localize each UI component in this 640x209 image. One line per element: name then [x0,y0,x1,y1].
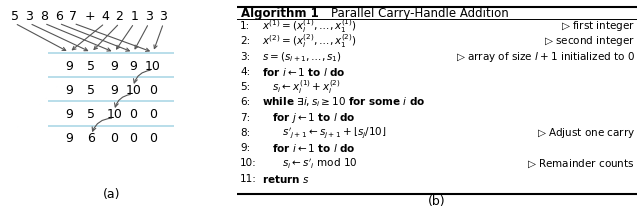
Text: 9: 9 [110,60,118,73]
Text: 8:: 8: [240,128,250,138]
Text: 9:: 9: [240,143,250,153]
Text: 1:: 1: [240,21,250,31]
Text: $\triangleright$ array of size $l + 1$ initialized to 0: $\triangleright$ array of size $l + 1$ i… [456,50,635,64]
Text: 2:: 2: [240,37,250,46]
Text: 9: 9 [65,108,73,121]
Text: $\triangleright$ Remainder counts: $\triangleright$ Remainder counts [527,157,635,170]
Text: 1: 1 [130,10,138,23]
Text: 4:: 4: [240,67,250,77]
Text: $s = (s_{l+1}, \ldots, s_1)$: $s = (s_{l+1}, \ldots, s_1)$ [262,50,342,64]
Text: $\mathbf{for}\ i \leftarrow 1\ \mathbf{to}\ l\ \mathbf{do}$: $\mathbf{for}\ i \leftarrow 1\ \mathbf{t… [262,66,345,78]
Text: 6:: 6: [240,97,250,107]
Text: 0: 0 [149,132,157,145]
Text: $x^{(1)} = (x_l^{(1)}, \ldots, x_1^{(1)})$: $x^{(1)} = (x_l^{(1)}, \ldots, x_1^{(1)}… [262,17,356,35]
Text: 5: 5 [11,10,19,23]
Text: 3:: 3: [240,52,250,62]
Text: 3: 3 [159,10,168,23]
Text: (a): (a) [102,188,120,201]
Text: 10:: 10: [240,158,257,168]
Text: 8: 8 [40,10,48,23]
Text: 3: 3 [26,10,33,23]
Text: 9: 9 [110,84,118,97]
Text: 4: 4 [101,10,109,23]
Text: 6: 6 [55,10,63,23]
Text: 5:: 5: [240,82,250,92]
Text: $\triangleright$ second integer: $\triangleright$ second integer [544,34,635,48]
Text: $\quad\quad s'_{j+1} \leftarrow s_{j+1} + \lfloor s_j/10 \rfloor$: $\quad\quad s'_{j+1} \leftarrow s_{j+1} … [262,126,387,140]
Text: Parallel Carry-Handle Addition: Parallel Carry-Handle Addition [331,7,509,20]
Text: $\quad s_i \leftarrow x_i^{(1)} + x_i^{(2)}$: $\quad s_i \leftarrow x_i^{(1)} + x_i^{(… [262,78,340,96]
Text: 7: 7 [69,10,77,23]
Text: 0: 0 [149,108,157,121]
Text: 5: 5 [87,84,95,97]
Text: +: + [85,10,95,23]
Text: 10: 10 [125,84,141,97]
Text: 2: 2 [116,10,124,23]
Text: (b): (b) [428,195,445,208]
Text: $x^{(2)} = (x_l^{(2)}, \ldots, x_1^{(2)})$: $x^{(2)} = (x_l^{(2)}, \ldots, x_1^{(2)}… [262,33,356,50]
Text: 6: 6 [87,132,95,145]
Text: 5: 5 [87,60,95,73]
Text: $\triangleright$ first integer: $\triangleright$ first integer [561,19,635,33]
Text: $\triangleright$ Adjust one carry: $\triangleright$ Adjust one carry [536,126,635,140]
Text: 3: 3 [145,10,153,23]
Text: $\mathbf{return}\ s$: $\mathbf{return}\ s$ [262,173,309,185]
Text: $\quad \mathbf{for}\ j \leftarrow 1\ \mathbf{to}\ l\ \mathbf{do}$: $\quad \mathbf{for}\ j \leftarrow 1\ \ma… [262,111,355,125]
Text: 9: 9 [65,132,73,145]
Text: 9: 9 [129,60,137,73]
Text: 0: 0 [129,108,137,121]
Text: 9: 9 [65,84,73,97]
Text: 0: 0 [110,132,118,145]
Text: $\mathbf{while}\ \exists i, s_i \geq 10\ \mathbf{for\ some}\ i\ \mathbf{do}$: $\mathbf{while}\ \exists i, s_i \geq 10\… [262,96,425,109]
Text: 5: 5 [87,108,95,121]
Text: 9: 9 [65,60,73,73]
Text: 0: 0 [129,132,137,145]
Text: 11:: 11: [240,174,257,184]
Text: $\quad \mathbf{for}\ i \leftarrow 1\ \mathbf{to}\ l\ \mathbf{do}$: $\quad \mathbf{for}\ i \leftarrow 1\ \ma… [262,142,355,154]
Text: 0: 0 [149,84,157,97]
Text: 7:: 7: [240,113,250,123]
Text: $\quad\quad s_i \leftarrow s'_i\ \mathrm{mod}\ 10$: $\quad\quad s_i \leftarrow s'_i\ \mathrm… [262,156,357,171]
Text: Algorithm 1: Algorithm 1 [241,7,319,20]
Text: 10: 10 [145,60,161,73]
Text: 10: 10 [106,108,122,121]
